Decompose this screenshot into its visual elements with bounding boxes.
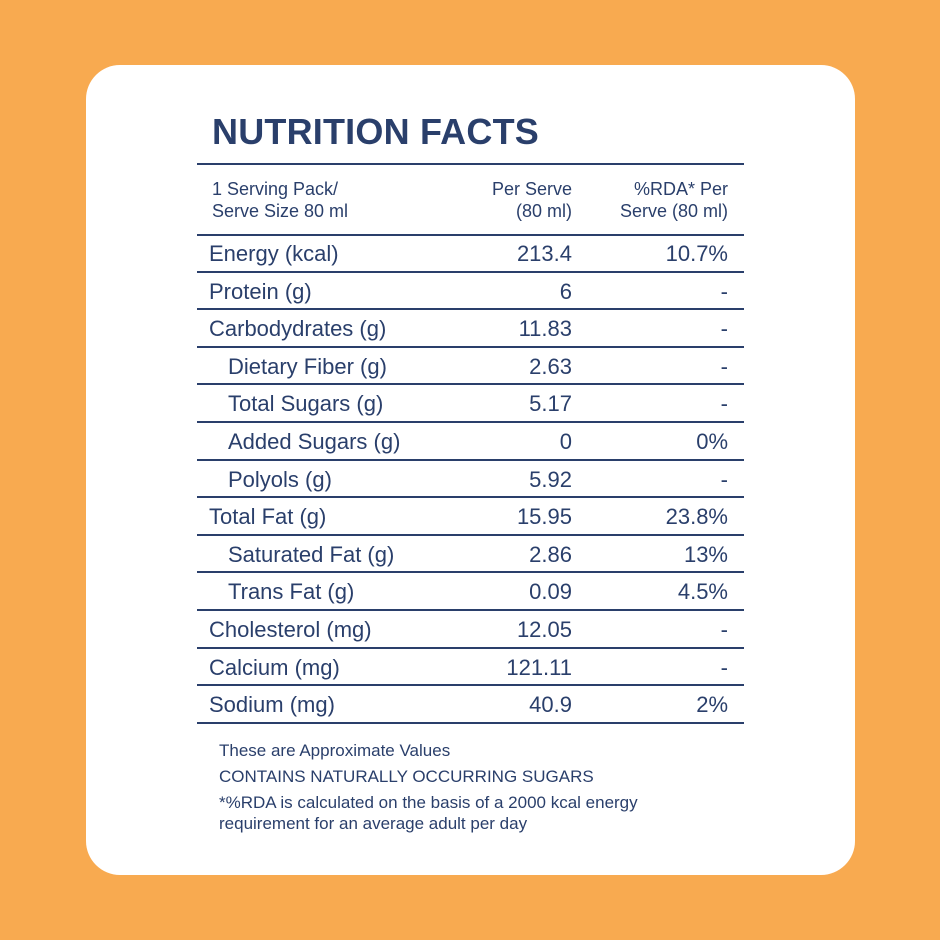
table-row: Carbodydrates (g) 11.83 -	[197, 310, 744, 348]
table-row: Added Sugars (g) 0 0%	[197, 423, 744, 461]
page-title: NUTRITION FACTS	[212, 111, 539, 152]
nutrient-name: Polyols (g)	[228, 466, 332, 492]
nutrient-name: Calcium (mg)	[209, 654, 340, 680]
rda-line-2: Serve (80 ml)	[619, 201, 728, 221]
rda-value: -	[720, 616, 728, 642]
per-serve-value: 5.17	[529, 391, 572, 417]
rda-note-line-1: *%RDA is calculated on the basis of a 20…	[219, 793, 638, 812]
nutrient-name: Saturated Fat (g)	[228, 541, 395, 567]
table-row: Polyols (g) 5.92 -	[197, 461, 744, 499]
table-row: Dietary Fiber (g) 2.63 -	[197, 348, 744, 386]
per-serve-value: 40.9	[529, 692, 572, 718]
per-serve-value: 2.86	[529, 541, 572, 567]
nutrient-name: Sodium (mg)	[209, 692, 335, 718]
serving-line-2: Serve Size 80 ml	[212, 201, 349, 221]
nutrient-name: Cholesterol (mg)	[209, 616, 372, 642]
per-serve-value: 213.4	[516, 241, 572, 266]
nutrient-name: Carbodydrates (g)	[209, 316, 387, 342]
rda-value: -	[720, 353, 728, 379]
table-row: Saturated Fat (g) 2.86 13%	[197, 536, 744, 574]
rda-header: %RDA* Per Serve (80 ml)	[620, 178, 728, 222]
nutrient-name: Protein (g)	[209, 278, 312, 304]
rda-value: 0%	[696, 428, 728, 454]
nutrition-card: NUTRITION FACTS 1 Serving Pack/ Serve Si…	[86, 65, 855, 875]
per-serve-line-2: (80 ml)	[515, 201, 572, 221]
sugars-note: CONTAINS NATURALLY OCCURRING SUGARS	[219, 767, 594, 786]
rda-value: 13%	[683, 541, 728, 567]
table-row: Total Sugars (g) 5.17 -	[197, 385, 744, 423]
table-row: Protein (g) 6 -	[197, 273, 744, 311]
nutrient-name: Dietary Fiber (g)	[228, 353, 387, 379]
nutrient-name: Total Fat (g)	[209, 504, 327, 530]
rda-value: -	[720, 278, 728, 304]
nutrient-table: Energy (kcal) 213.4 10.7% Protein (g) 6- Carb…	[197, 235, 744, 724]
per-serve-value: 11.83	[518, 316, 572, 342]
approx-note: These are Approximate Values	[219, 741, 451, 760]
rda-value: 10.7%	[665, 241, 728, 266]
title-divider	[197, 163, 744, 165]
rda-value: 23.8%	[665, 504, 728, 530]
rda-value: -	[720, 654, 728, 680]
per-serve-value: 15.95	[516, 504, 572, 530]
per-serve-value: 6	[559, 278, 572, 304]
rda-value: -	[720, 391, 728, 417]
rda-value: 2%	[696, 692, 728, 718]
per-serve-header: Per Serve (80 ml)	[492, 178, 572, 222]
rda-note-line-2: requirement for an average adult per day	[219, 814, 528, 833]
per-serve-value: 12.05	[516, 616, 572, 642]
header-divider	[197, 234, 744, 236]
serving-size-header: 1 Serving Pack/ Serve Size 80 ml	[212, 178, 348, 222]
serving-line-1: 1 Serving Pack/	[212, 179, 339, 199]
per-serve-value: 0.09	[529, 579, 572, 605]
table-row: Energy (kcal) 213.4 10.7%	[197, 235, 744, 273]
table-row: Total Fat (g) 15.95 23.8%	[197, 498, 744, 536]
rda-value: 4.5%	[677, 579, 728, 605]
footnotes: These are Approximate Values CONTAINS NA…	[219, 740, 638, 834]
table-row: Sodium (mg) 40.9 2%	[197, 686, 744, 724]
rda-value: -	[720, 466, 728, 492]
nutrient-name: Energy (kcal)	[209, 241, 339, 266]
nutrient-name: Total Sugars (g)	[228, 391, 384, 417]
table-row: Calcium (mg) 121.11 -	[197, 649, 744, 687]
per-serve-value: 0	[559, 428, 572, 454]
per-serve-value: 121.11	[506, 654, 572, 680]
nutrient-name: Trans Fat (g)	[228, 579, 355, 605]
per-serve-value: 2.63	[529, 353, 572, 379]
per-serve-value: 5.92	[529, 466, 572, 492]
table-row: Cholesterol (mg) 12.05 -	[197, 611, 744, 649]
per-serve-line-1: Per Serve	[491, 179, 572, 199]
rda-value: -	[720, 316, 728, 342]
nutrient-name: Added Sugars (g)	[228, 428, 401, 454]
rda-line-1: %RDA* Per	[633, 179, 728, 199]
table-row: Trans Fat (g) 0.09 4.5%	[197, 573, 744, 611]
